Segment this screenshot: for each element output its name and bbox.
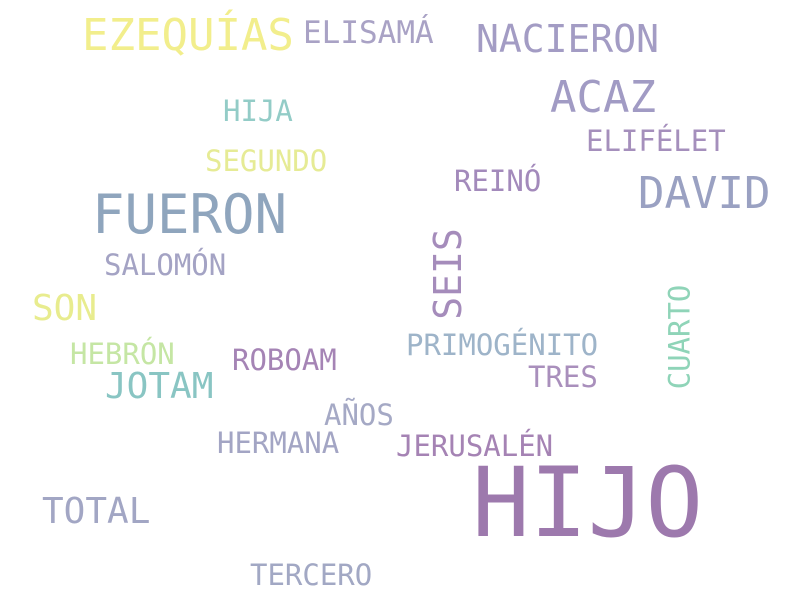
word-fueron: FUERON: [92, 183, 288, 246]
word-total: TOTAL: [42, 491, 151, 532]
word-anos: AÑOS: [324, 398, 394, 432]
word-ezequias: EZEQUÍAS: [82, 10, 294, 61]
word-nacieron: NACIERON: [476, 17, 660, 61]
word-hija: HIJA: [223, 94, 293, 128]
word-reino: REINÓ: [454, 164, 542, 198]
word-primogenito: PRIMOGÉNITO: [406, 328, 599, 362]
word-tres: TRES: [528, 360, 598, 394]
word-seis: SEIS: [426, 228, 470, 320]
word-hijo: HIJO: [472, 447, 704, 559]
word-son: SON: [32, 288, 98, 329]
word-jerusalen: JERUSALÉN: [396, 429, 554, 463]
word-elifelet: ELIFÉLET: [586, 124, 726, 158]
word-segundo: SEGUNDO: [205, 144, 328, 178]
word-cuarto: CUARTO: [662, 284, 697, 390]
word-roboam: ROBOAM: [232, 343, 337, 377]
word-acaz: ACAZ: [550, 72, 656, 123]
word-hebron: HEBRÓN: [70, 337, 175, 371]
word-hermana: HERMANA: [217, 426, 340, 460]
word-salomon: SALOMÓN: [104, 248, 227, 282]
word-david: DAVID: [638, 168, 771, 219]
word-tercero: TERCERO: [250, 558, 373, 592]
word-elisama: ELISAMÁ: [303, 15, 434, 51]
word-jotam: JOTAM: [105, 366, 214, 407]
